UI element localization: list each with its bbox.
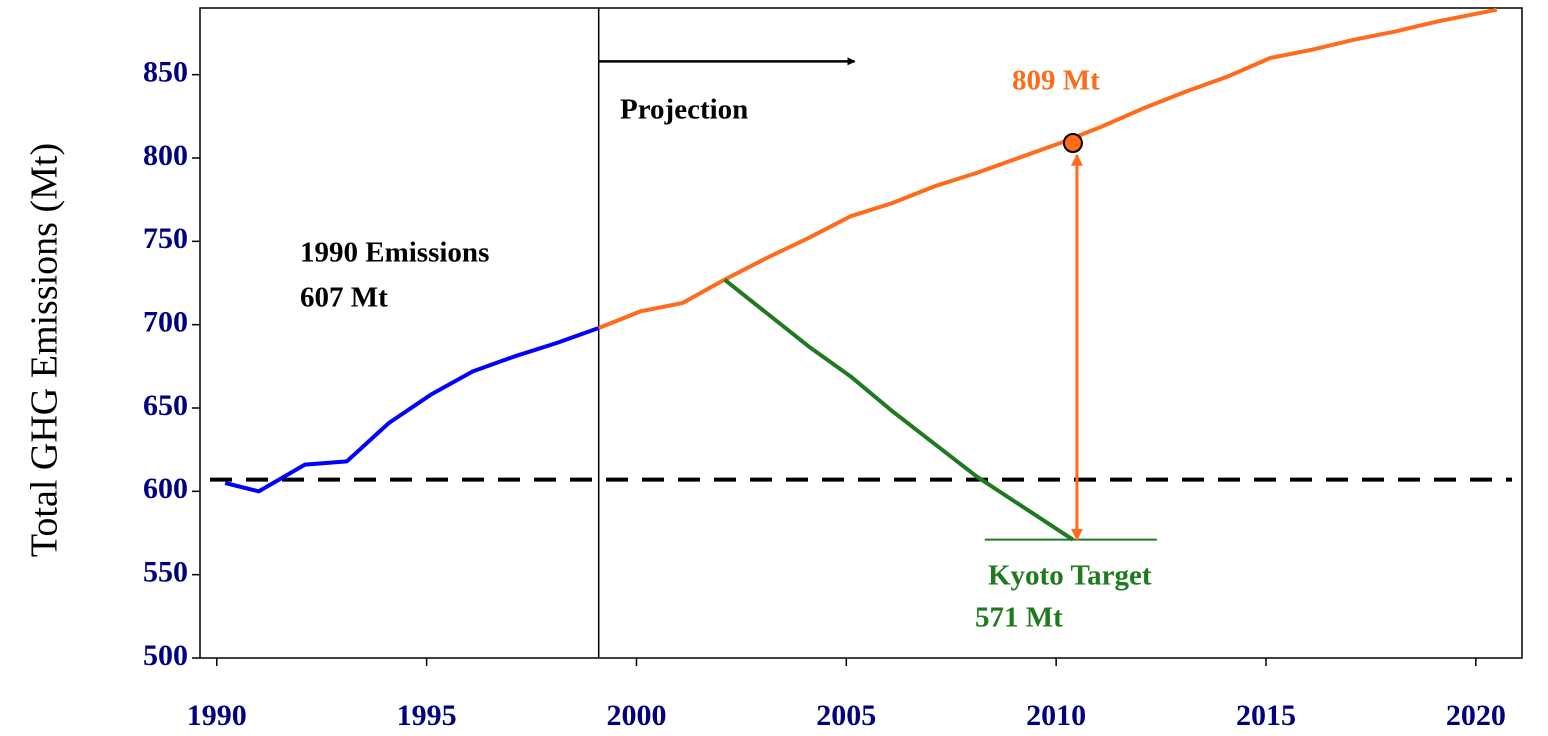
y-tick-label: 700 xyxy=(143,306,188,339)
baseline-label: 607 Mt xyxy=(300,282,388,314)
marker-label: 809 Mt xyxy=(1012,65,1100,97)
x-tick-label: 2015 xyxy=(1236,699,1296,732)
series-line xyxy=(224,326,600,494)
x-tick-label: 2000 xyxy=(606,699,666,732)
y-tick-label: 550 xyxy=(143,556,188,589)
target-label: Kyoto Target xyxy=(988,560,1152,592)
x-tick-label: 1995 xyxy=(397,699,457,732)
series-line xyxy=(597,7,1498,330)
target-label: 571 Mt xyxy=(975,602,1063,634)
y-tick-label: 500 xyxy=(143,639,188,672)
plot-frame xyxy=(199,7,1523,659)
x-tick-label: 1990 xyxy=(187,699,247,732)
y-tick-label: 750 xyxy=(143,222,188,255)
x-tick-label: 2005 xyxy=(816,699,876,732)
y-axis-title: Total GHG Emissions (Mt) xyxy=(24,143,66,557)
y-tick-label: 600 xyxy=(143,472,188,505)
baseline-label: 1990 Emissions xyxy=(300,237,489,269)
y-tick-label: 650 xyxy=(143,389,188,422)
marker-point xyxy=(1062,133,1083,153)
x-tick-label: 2010 xyxy=(1026,699,1086,732)
y-tick-label: 850 xyxy=(143,56,188,89)
x-tick-label: 2020 xyxy=(1446,699,1506,732)
y-tick-label: 800 xyxy=(143,139,188,172)
projection-label: Projection xyxy=(620,94,748,126)
series-line xyxy=(723,278,1075,542)
